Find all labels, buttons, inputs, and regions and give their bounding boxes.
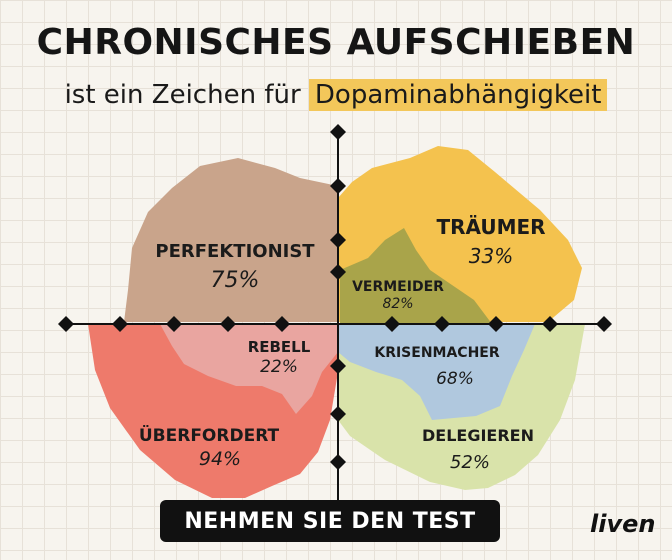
axis-marker-h-8: [542, 316, 558, 332]
axis-marker-h-2: [166, 316, 182, 332]
axis-marker-v-6: [330, 454, 346, 470]
label-rebell: REBELL: [248, 338, 311, 356]
axis-marker-v-3: [330, 264, 346, 280]
axis-marker-h-6: [434, 316, 450, 332]
axis-marker-h-9: [596, 316, 612, 332]
axis-marker-h-7: [488, 316, 504, 332]
subtitle-text: ist ein Zeichen für: [64, 80, 301, 110]
axis-marker-v-0: [330, 124, 346, 140]
label-vermeider: VERMEIDER: [352, 279, 444, 295]
region-krisenmacher: [338, 324, 535, 420]
axis-marker-h-3: [220, 316, 236, 332]
brand-logo: liven: [590, 510, 656, 538]
value-vermeider: 82%: [382, 296, 413, 312]
subtitle-highlight: Dopaminabhängigkeit: [308, 79, 608, 111]
axis-marker-h-1: [112, 316, 128, 332]
axis-marker-v-5: [330, 406, 346, 422]
axis-marker-v-4: [330, 358, 346, 374]
page-title: CHRONISCHES AUFSCHIEBEN: [36, 22, 636, 63]
label-krisenmacher: KRISENMACHER: [374, 345, 500, 361]
take-test-button[interactable]: NEHMEN SIE DEN TEST: [160, 500, 500, 542]
value-traeumer: 33%: [469, 244, 513, 268]
value-krisenmacher: 68%: [436, 369, 474, 389]
value-ueberfordert: 94%: [199, 448, 241, 470]
axis-marker-v-2: [330, 232, 346, 248]
value-perfektionist: 75%: [211, 268, 260, 293]
region-vermeider: [340, 228, 492, 324]
axis-marker-h-4: [274, 316, 290, 332]
region-perfektionist: [124, 158, 338, 322]
page-subtitle: ist ein Zeichen für Dopaminabhängigkeit: [0, 79, 672, 111]
value-delegieren: 52%: [450, 452, 490, 473]
axis-marker-h-0: [58, 316, 74, 332]
axis-marker-h-5: [384, 316, 400, 332]
axis-marker-v-1: [330, 178, 346, 194]
label-ueberfordert: ÜBERFORDERT: [139, 424, 280, 446]
label-traeumer: TRÄUMER: [436, 215, 545, 239]
label-delegieren: DELEGIEREN: [422, 426, 534, 445]
value-rebell: 22%: [260, 357, 298, 377]
label-perfektionist: PERFEKTIONIST: [155, 241, 315, 262]
region-rebell: [160, 324, 338, 414]
